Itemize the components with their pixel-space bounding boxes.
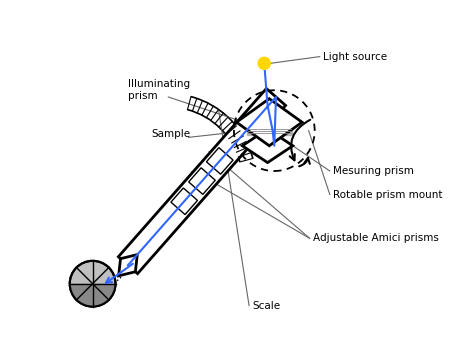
Circle shape xyxy=(70,261,116,306)
Polygon shape xyxy=(171,188,198,214)
Circle shape xyxy=(258,57,270,69)
Polygon shape xyxy=(118,254,137,276)
Polygon shape xyxy=(242,129,293,162)
Text: Sample: Sample xyxy=(152,129,191,139)
Text: Scale: Scale xyxy=(253,301,281,311)
Polygon shape xyxy=(118,89,286,274)
Text: Adjustable Amici prisms: Adjustable Amici prisms xyxy=(313,233,439,243)
Text: Light source: Light source xyxy=(323,52,387,62)
Text: Rotable prism mount: Rotable prism mount xyxy=(333,189,443,199)
Polygon shape xyxy=(237,98,302,146)
Polygon shape xyxy=(189,168,215,194)
Wedge shape xyxy=(70,284,116,306)
Polygon shape xyxy=(207,148,233,174)
Text: Illuminating
prism: Illuminating prism xyxy=(128,79,190,101)
Text: Mesuring prism: Mesuring prism xyxy=(333,166,414,176)
